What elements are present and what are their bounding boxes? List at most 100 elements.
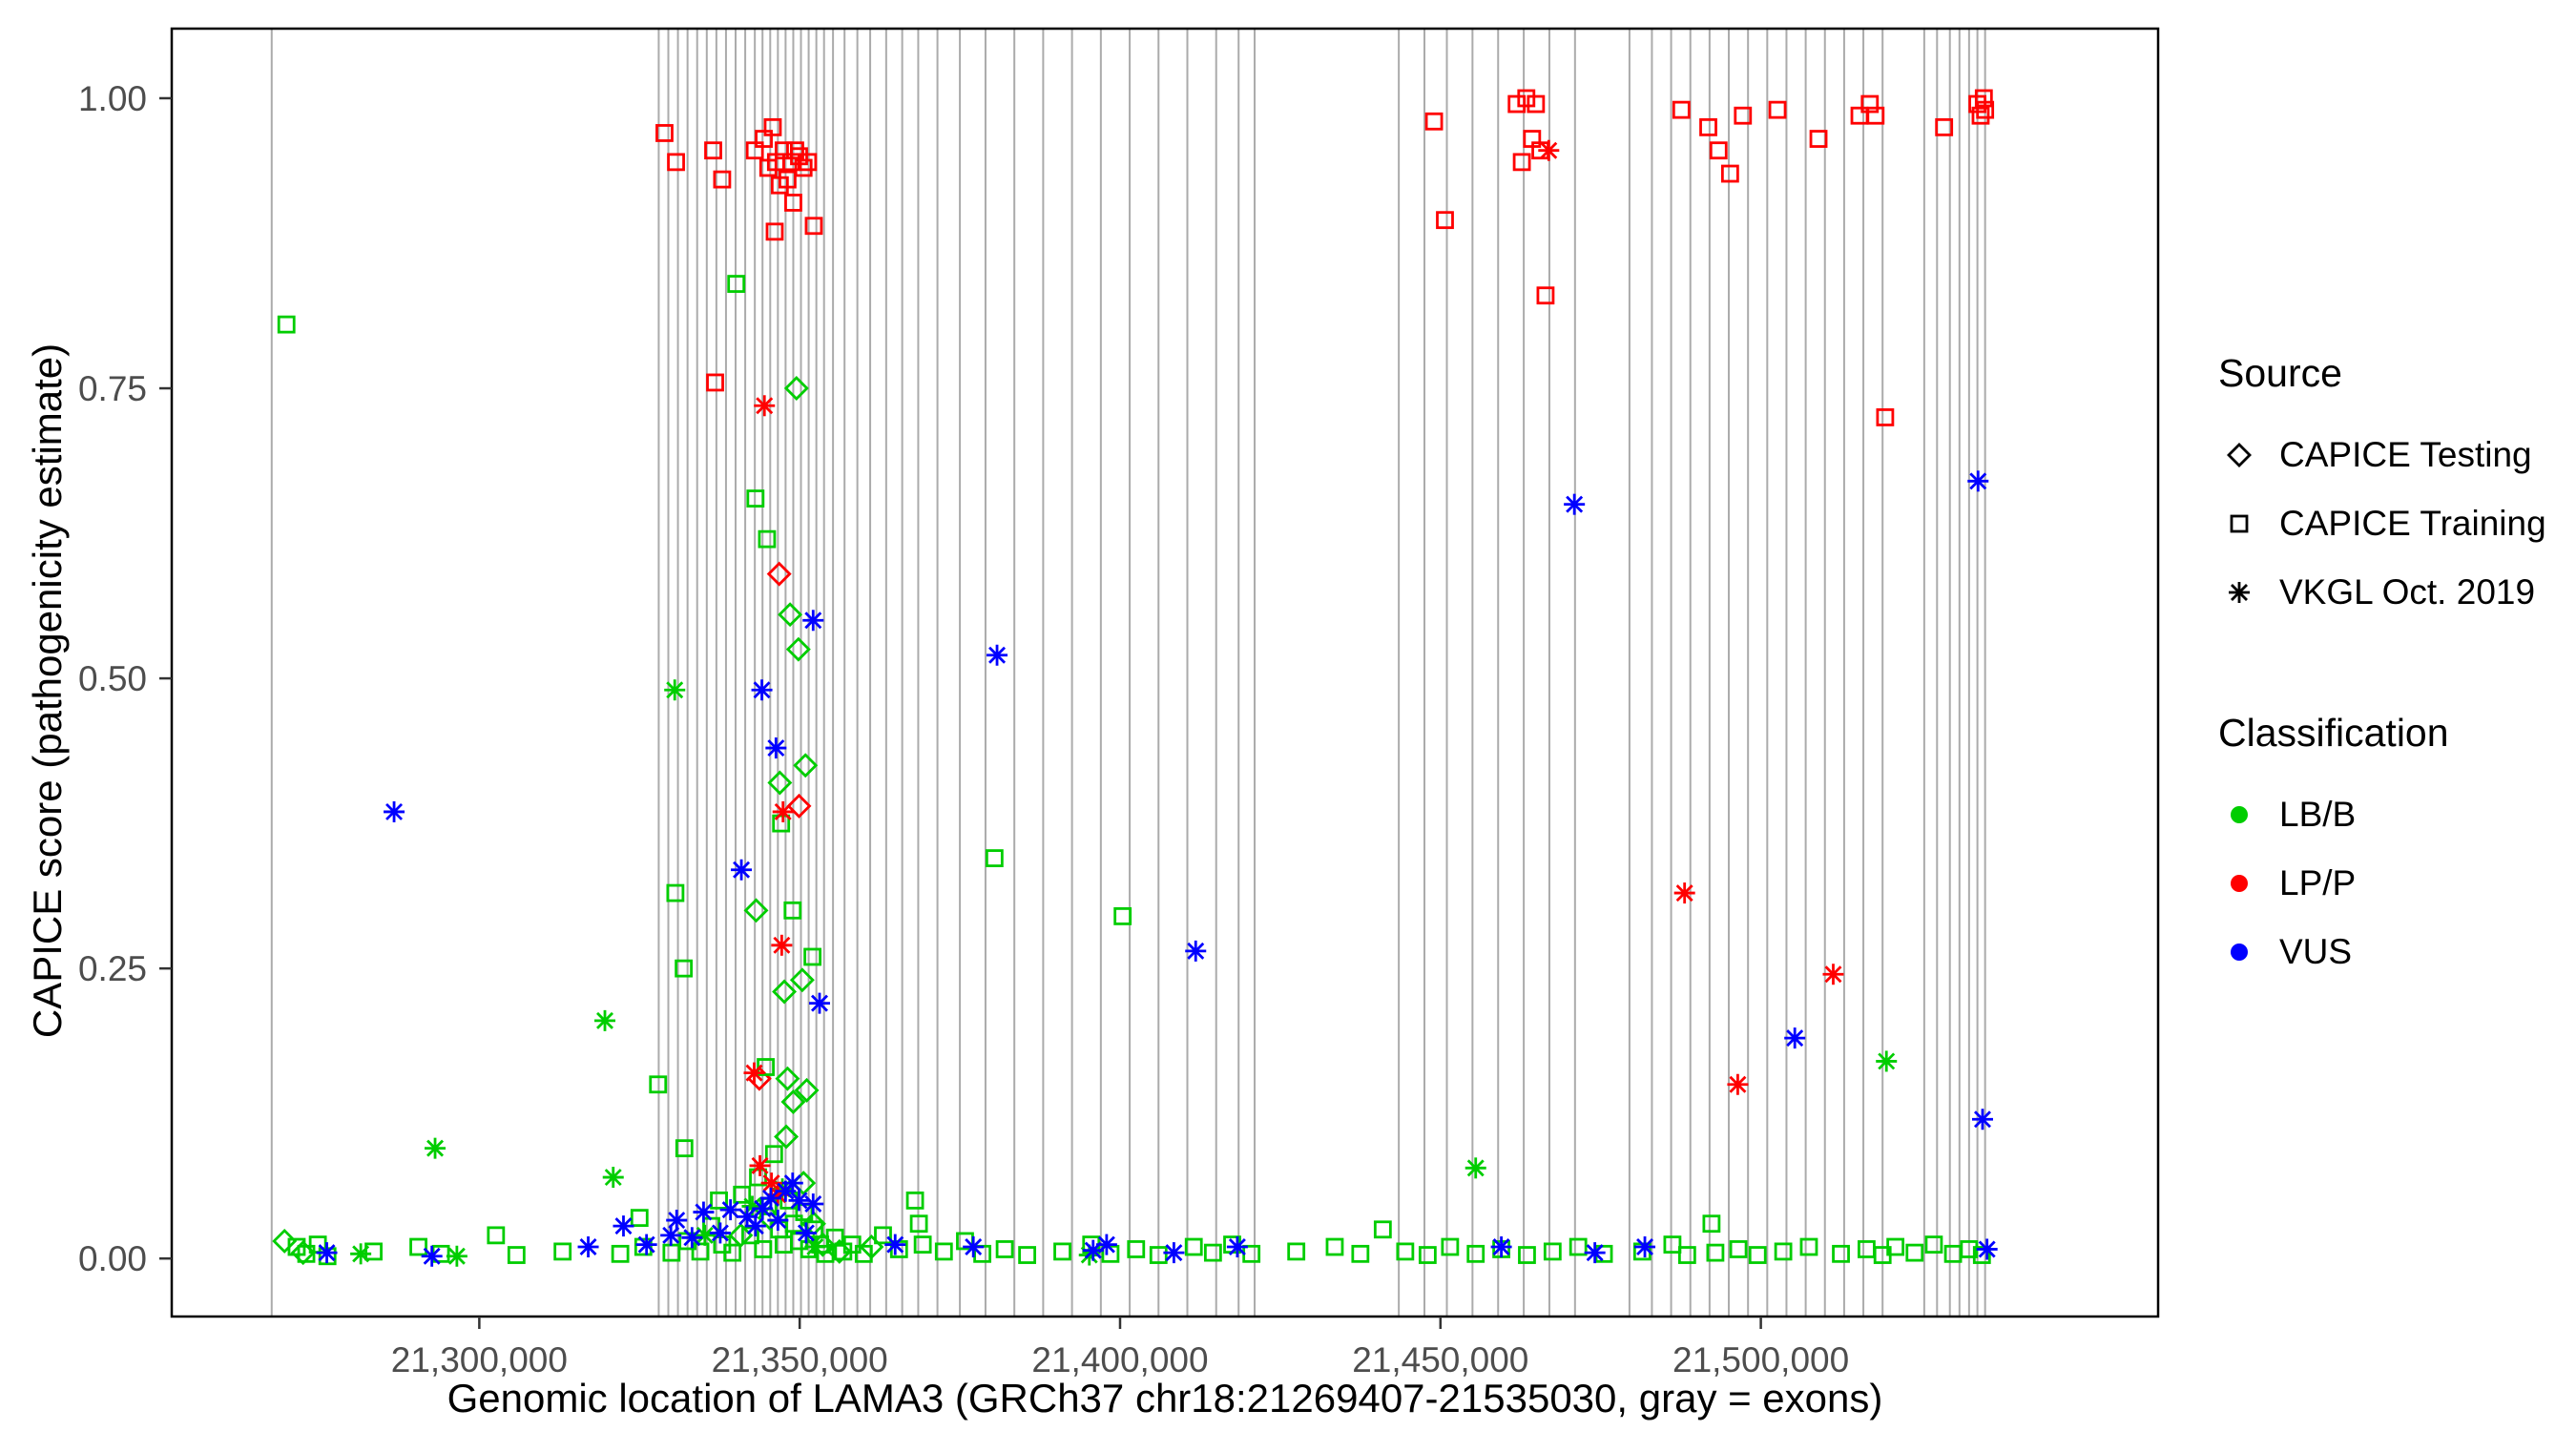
square-marker	[934, 1242, 953, 1261]
square-marker	[1860, 94, 1880, 114]
legend-source-title: Source	[2218, 351, 2342, 395]
square-marker	[1287, 1242, 1306, 1261]
square-marker	[1809, 130, 1828, 148]
circle-icon	[2231, 806, 2248, 823]
square-marker	[649, 1075, 668, 1094]
square-marker	[905, 1191, 924, 1210]
square-marker	[1351, 1244, 1370, 1263]
square-marker	[764, 1145, 783, 1164]
y-tick-label: 0.50	[78, 659, 147, 698]
square-marker	[704, 141, 722, 160]
asterisk-marker	[1228, 1238, 1246, 1256]
square-marker	[1113, 907, 1132, 925]
circle-icon	[2231, 875, 2248, 892]
square-marker	[713, 170, 732, 189]
square-marker	[666, 883, 685, 902]
legend-classification-item-lb-b: LB/B	[2218, 780, 2546, 849]
square-marker	[655, 124, 674, 142]
diamond-marker	[767, 770, 793, 796]
asterisk-marker	[804, 612, 822, 630]
square-marker	[1971, 106, 1990, 125]
asterisk-marker	[695, 1203, 713, 1221]
asterisk-marker	[762, 1174, 780, 1192]
square-marker	[763, 117, 782, 136]
series-capice-testing-lb-b	[272, 376, 884, 1266]
asterisk-marker	[1969, 472, 1987, 490]
square-marker	[662, 1243, 681, 1262]
square-marker	[1184, 1237, 1203, 1256]
square-marker	[1536, 286, 1555, 305]
asterisk-icon	[2229, 582, 2250, 603]
legend-source-items: CAPICE Testing CAPICE Training VKGL Oct. 2…	[2218, 421, 2546, 627]
square-marker	[723, 1243, 742, 1262]
square-marker	[1677, 1246, 1696, 1264]
asterisk-marker	[1187, 942, 1205, 960]
square-marker	[803, 947, 822, 966]
asterisk-marker	[1097, 1235, 1115, 1254]
square-marker	[1325, 1237, 1344, 1256]
square-marker	[1729, 1240, 1748, 1258]
diamond-marker	[793, 753, 819, 778]
asterisk-marker	[696, 1226, 714, 1244]
square-marker	[786, 141, 804, 160]
diamond-marker	[775, 1066, 800, 1091]
square-marker	[364, 1242, 383, 1261]
square-marker	[675, 1139, 694, 1158]
square-marker	[710, 1191, 728, 1210]
series-capice-training-lb-b	[277, 275, 1991, 1266]
square-marker	[1876, 408, 1895, 426]
square-marker	[1974, 89, 1993, 108]
square-marker	[794, 158, 813, 177]
x-tick-label: 21,400,000	[1031, 1340, 1208, 1379]
square-marker	[1518, 1246, 1536, 1264]
square-marker	[1507, 94, 1527, 114]
asterisk-marker	[756, 397, 774, 415]
asterisk-marker	[751, 1156, 769, 1174]
legend-classification-item-lb-b-label: LB/B	[2279, 795, 2357, 834]
asterisk-marker	[596, 1011, 614, 1029]
square-marker	[757, 1058, 775, 1076]
square-marker	[1886, 1237, 1905, 1256]
diamond-marker	[743, 898, 769, 923]
y-tick-label: 0.25	[78, 949, 147, 988]
square-marker	[1018, 1246, 1037, 1264]
legend-classification-title: Classification	[2218, 711, 2449, 755]
asterisk-marker	[1492, 1238, 1510, 1256]
square-marker	[1418, 1246, 1437, 1264]
series-capice-training-lp-p	[655, 89, 1995, 426]
asterisk-marker	[683, 1229, 701, 1247]
y-tick-label: 1.00	[78, 79, 147, 118]
plot-panel-border	[170, 27, 2160, 1318]
square-marker	[630, 1209, 649, 1228]
square-marker	[755, 130, 773, 148]
square-marker	[691, 1242, 710, 1261]
square-marker	[667, 153, 685, 172]
diamond-marker	[766, 561, 792, 587]
square-marker	[1512, 153, 1531, 172]
square-marker	[779, 170, 797, 189]
diamond-marker	[772, 979, 798, 1005]
square-marker	[754, 1240, 773, 1258]
asterisk-marker	[2231, 584, 2248, 601]
circle-marker	[2231, 806, 2248, 823]
square-marker	[765, 222, 784, 241]
diamond-marker	[789, 967, 815, 993]
square-marker	[1905, 1243, 1924, 1262]
x-tick-label: 21,300,000	[391, 1340, 568, 1379]
asterisk-marker	[1586, 1244, 1604, 1262]
square-marker	[1373, 1220, 1392, 1239]
square-marker	[1242, 1244, 1261, 1263]
asterisk-marker	[1878, 1052, 1896, 1070]
asterisk-marker	[711, 1224, 729, 1242]
square-marker	[1568, 1237, 1588, 1256]
asterisk-marker	[385, 802, 404, 820]
asterisk-marker	[1978, 1240, 1996, 1258]
diamond-marker	[2227, 443, 2252, 467]
diamond-marker	[786, 793, 812, 819]
square-marker	[874, 1226, 892, 1245]
diamond-marker	[785, 636, 811, 662]
square-marker	[1203, 1243, 1222, 1262]
square-marker	[634, 1237, 653, 1256]
asterisk-marker	[637, 1235, 655, 1254]
asterisk-marker	[811, 994, 828, 1012]
